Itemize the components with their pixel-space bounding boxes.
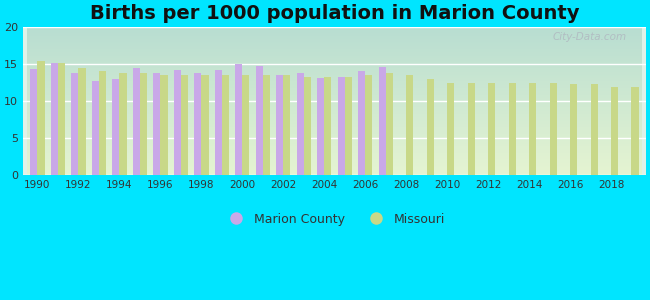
Bar — [214, 70, 222, 175]
Bar — [263, 76, 270, 175]
Bar — [181, 76, 188, 175]
Bar — [72, 73, 79, 175]
Bar — [174, 70, 181, 175]
Bar — [324, 77, 332, 175]
Bar — [79, 68, 86, 175]
Bar — [161, 76, 168, 175]
Bar — [365, 76, 372, 175]
Bar — [92, 81, 99, 175]
Bar — [529, 83, 536, 175]
Bar — [133, 68, 140, 175]
Bar — [337, 77, 345, 175]
Bar — [283, 76, 291, 175]
Bar — [112, 79, 120, 175]
Bar — [508, 83, 515, 175]
Bar — [235, 64, 242, 175]
Bar — [358, 71, 365, 175]
Bar — [255, 66, 263, 175]
Bar — [222, 76, 229, 175]
Bar — [140, 73, 147, 175]
Bar — [549, 83, 557, 175]
Bar — [344, 77, 352, 175]
Bar — [58, 63, 65, 175]
Bar — [317, 78, 324, 175]
Title: Births per 1000 population in Marion County: Births per 1000 population in Marion Cou… — [90, 4, 579, 23]
Bar — [488, 83, 495, 175]
Bar — [296, 73, 304, 175]
Bar — [447, 83, 454, 175]
Bar — [570, 84, 577, 175]
Bar — [611, 86, 618, 175]
Bar — [242, 76, 250, 175]
Bar — [632, 87, 639, 175]
Bar — [304, 77, 311, 175]
Bar — [31, 69, 38, 175]
Bar — [591, 84, 598, 175]
Bar — [202, 76, 209, 175]
Bar — [51, 63, 58, 175]
Bar — [385, 73, 393, 175]
Bar — [38, 61, 45, 175]
Bar — [194, 73, 202, 175]
Bar — [467, 83, 474, 175]
Bar — [153, 73, 161, 175]
Legend: Marion County, Missouri: Marion County, Missouri — [219, 208, 450, 231]
Bar — [406, 76, 413, 175]
Bar — [276, 76, 283, 175]
Bar — [378, 67, 385, 175]
Bar — [426, 79, 434, 175]
Bar — [99, 71, 106, 175]
Text: City-Data.com: City-Data.com — [553, 32, 627, 42]
Bar — [120, 73, 127, 175]
